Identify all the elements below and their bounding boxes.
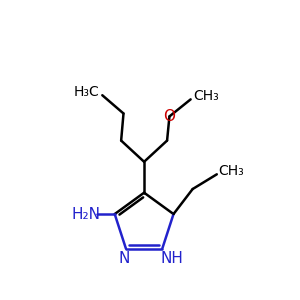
Text: O: O bbox=[164, 109, 175, 124]
Text: N: N bbox=[119, 251, 130, 266]
Text: H₃C: H₃C bbox=[74, 85, 100, 99]
Text: CH₃: CH₃ bbox=[218, 164, 244, 178]
Text: H₂N: H₂N bbox=[72, 207, 101, 222]
Text: NH: NH bbox=[160, 251, 183, 266]
Text: CH₃: CH₃ bbox=[193, 89, 219, 103]
